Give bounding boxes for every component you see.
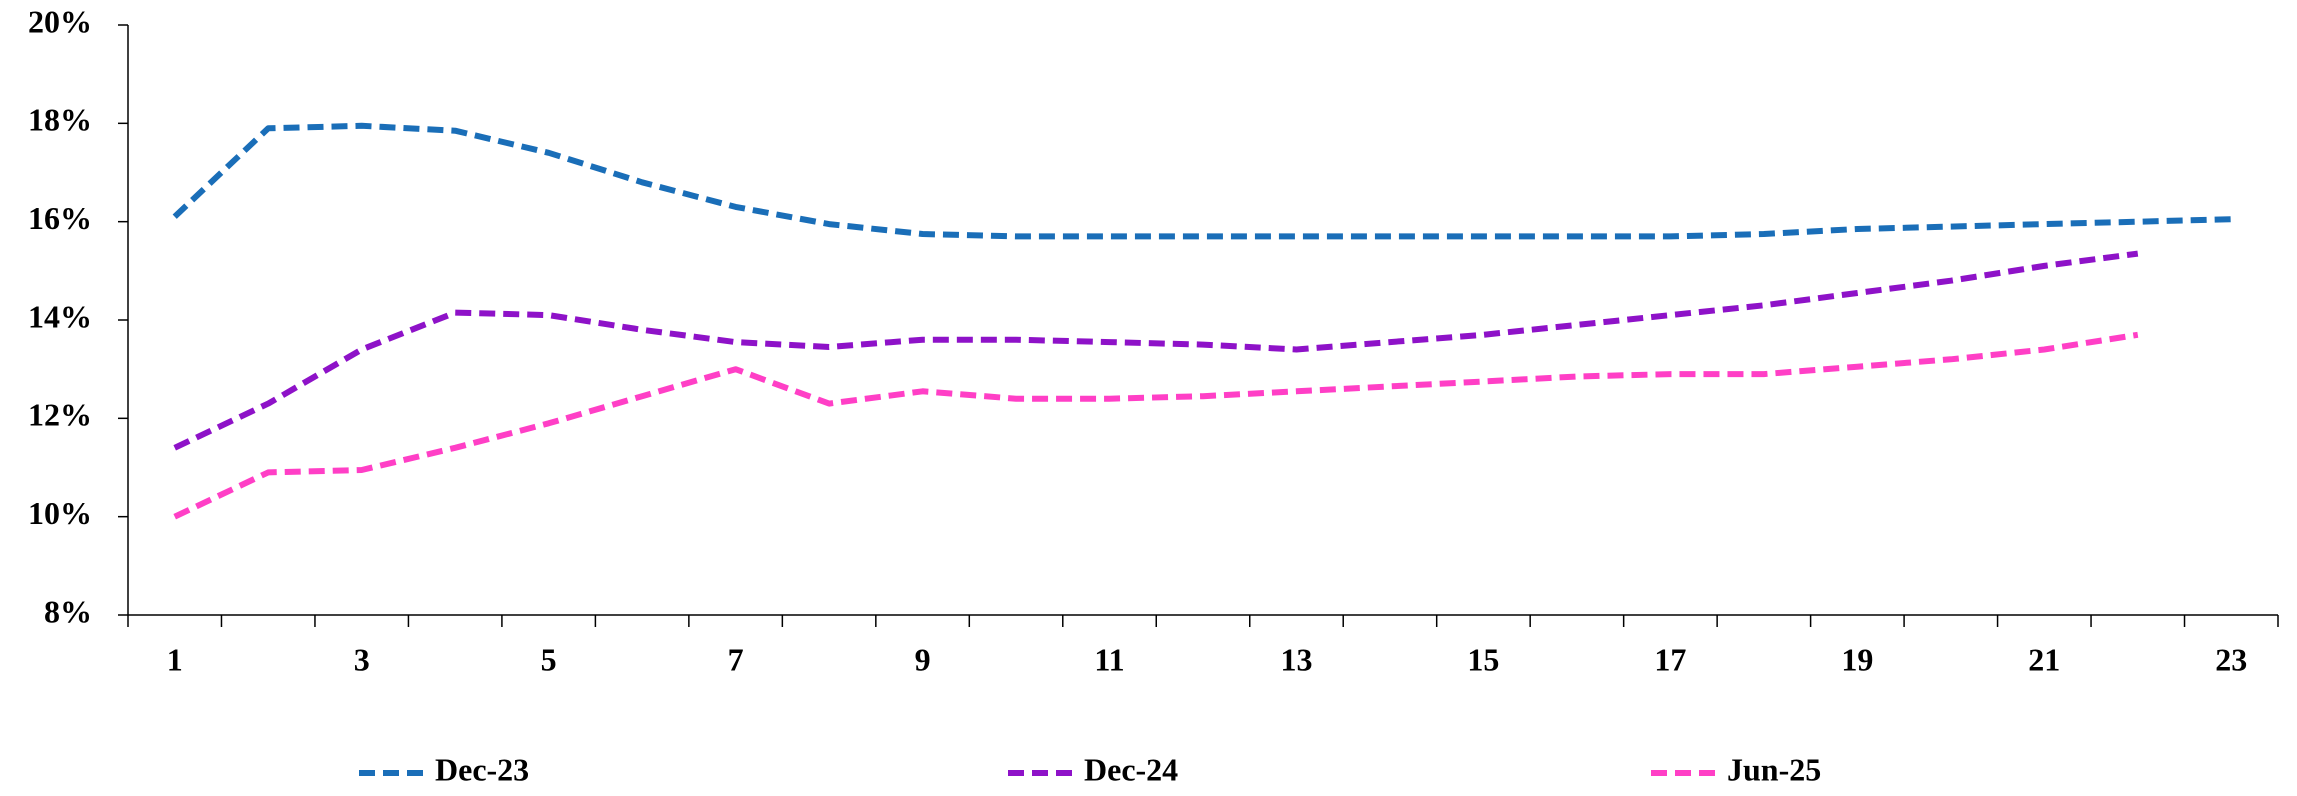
x-tick-label: 15: [1467, 641, 1499, 677]
series-line: [175, 126, 2232, 237]
x-tick-label: 3: [354, 641, 370, 677]
legend-label: Dec-24: [1084, 751, 1178, 787]
y-tick-label: 18%: [28, 102, 92, 138]
x-tick-label: 21: [2028, 641, 2060, 677]
y-tick-label: 12%: [28, 397, 92, 433]
x-tick-label: 5: [541, 641, 557, 677]
y-tick-label: 16%: [28, 200, 92, 236]
legend-label: Jun-25: [1727, 751, 1821, 787]
x-tick-label: 1: [167, 641, 183, 677]
y-tick-label: 8%: [44, 593, 92, 629]
chart: 8%10%12%14%16%18%20%1357911131517192123D…: [0, 0, 2297, 796]
x-tick-label: 11: [1094, 641, 1124, 677]
y-tick-label: 14%: [28, 298, 92, 334]
x-tick-label: 7: [728, 641, 744, 677]
legend-label: Dec-23: [435, 751, 529, 787]
series-line: [175, 335, 2138, 517]
x-tick-label: 23: [2215, 641, 2247, 677]
series-line: [175, 254, 2138, 448]
x-tick-label: 13: [1280, 641, 1312, 677]
x-tick-label: 17: [1654, 641, 1686, 677]
x-tick-label: 9: [915, 641, 931, 677]
y-tick-label: 10%: [28, 495, 92, 531]
x-tick-label: 19: [1841, 641, 1873, 677]
y-tick-label: 20%: [28, 3, 92, 39]
